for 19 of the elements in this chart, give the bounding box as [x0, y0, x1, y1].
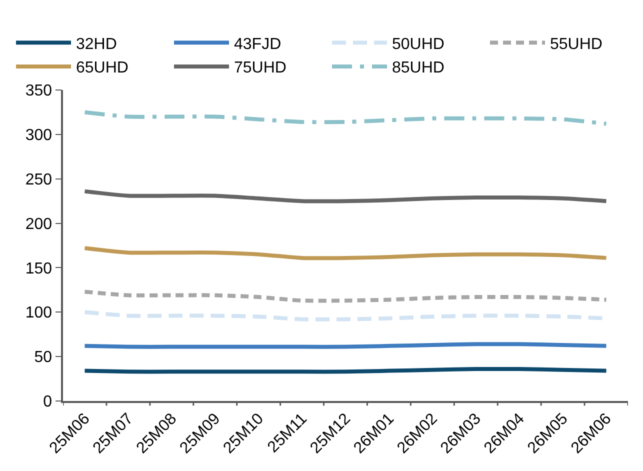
legend-label: 43FJD	[234, 36, 282, 53]
y-tick-label: 300	[25, 127, 52, 144]
y-tick-label: 0	[43, 394, 52, 411]
legend-label: 65UHD	[76, 60, 128, 77]
line-series	[82, 290, 608, 303]
y-tick-label: 150	[25, 260, 52, 278]
y-tick-label: 250	[25, 171, 52, 188]
y-tick-label: 50	[34, 349, 52, 366]
line-series	[82, 110, 608, 126]
y-tick-label: 350	[25, 82, 52, 100]
legend-label: 50UHD	[392, 36, 444, 53]
legend-label: 75UHD	[234, 60, 286, 77]
line-series	[82, 189, 608, 204]
legend-label: 85UHD	[392, 60, 444, 77]
y-tick-label: 100	[25, 304, 52, 322]
line-series	[82, 246, 608, 260]
legend-label: 55UHD	[550, 36, 602, 53]
y-tick-label: 200	[25, 216, 52, 233]
legend-label: 32HD	[76, 36, 117, 53]
